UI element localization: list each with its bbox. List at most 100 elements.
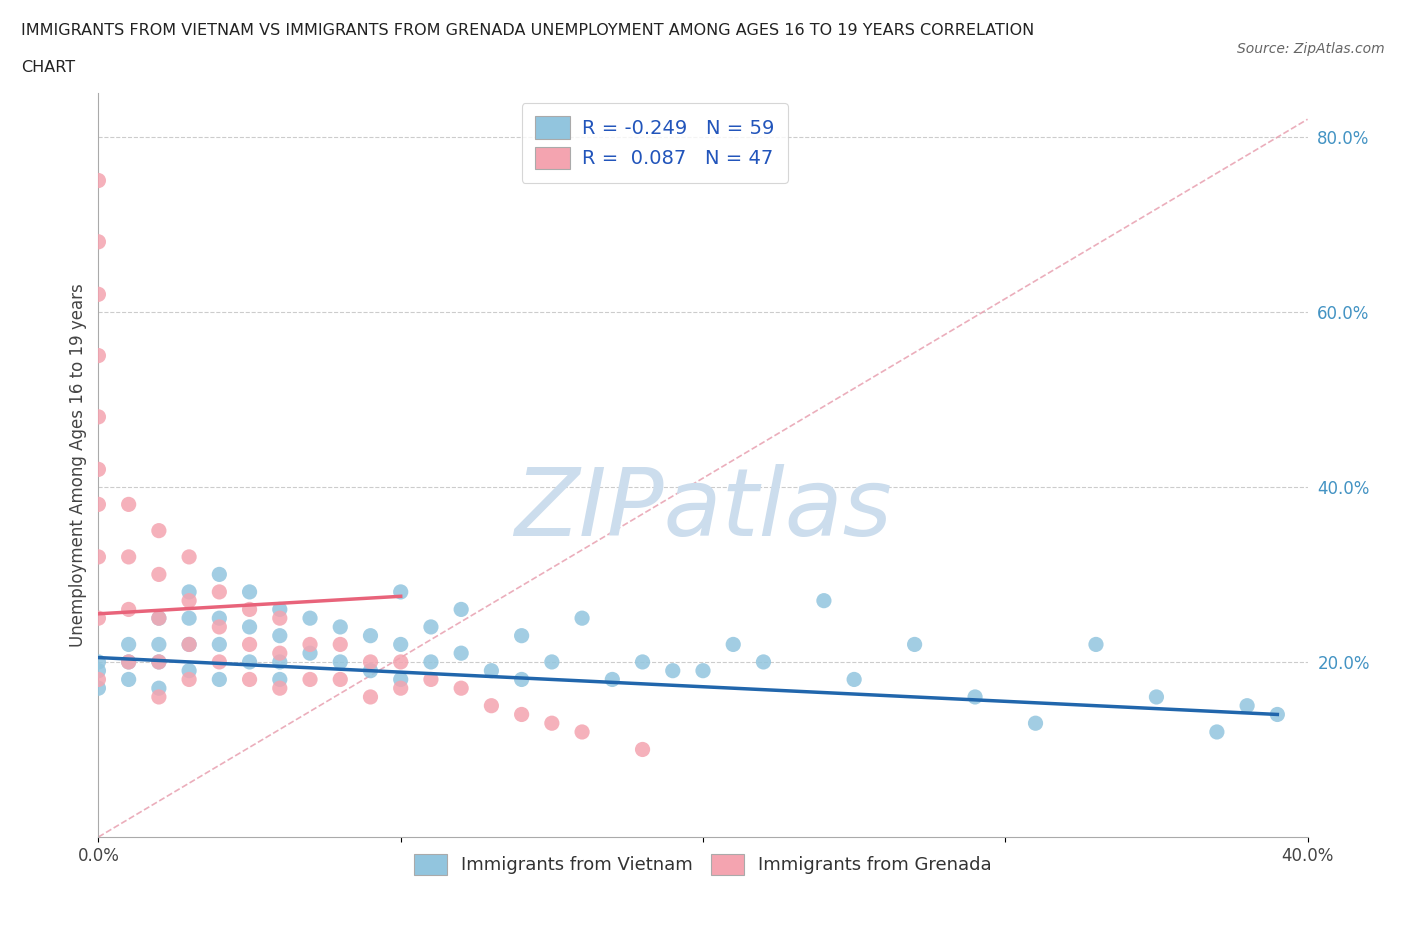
Point	[87, 173, 110, 188]
Point	[389, 584, 412, 599]
Point	[602, 672, 624, 687]
Point	[540, 716, 562, 731]
Point	[148, 611, 170, 626]
Point	[329, 672, 352, 687]
Point	[239, 655, 262, 670]
Point	[1024, 716, 1046, 731]
Point	[1206, 724, 1229, 739]
Point	[118, 637, 141, 652]
Point	[239, 672, 262, 687]
Point	[269, 681, 291, 696]
Point	[360, 655, 382, 670]
Point	[813, 593, 835, 608]
Point	[87, 234, 110, 249]
Point	[118, 672, 141, 687]
Point	[360, 629, 382, 644]
Point	[239, 602, 262, 617]
Point	[118, 655, 141, 670]
Point	[299, 672, 322, 687]
Point	[148, 567, 170, 582]
Point	[87, 611, 110, 626]
Point	[510, 707, 533, 722]
Point	[179, 637, 201, 652]
Point	[87, 286, 110, 301]
Point	[631, 655, 654, 670]
Point	[179, 663, 201, 678]
Point	[540, 655, 562, 670]
Point	[148, 524, 170, 538]
Point	[450, 645, 472, 660]
Point	[450, 602, 472, 617]
Point	[208, 655, 231, 670]
Point	[148, 689, 170, 704]
Text: IMMIGRANTS FROM VIETNAM VS IMMIGRANTS FROM GRENADA UNEMPLOYMENT AMONG AGES 16 TO: IMMIGRANTS FROM VIETNAM VS IMMIGRANTS FR…	[21, 23, 1035, 38]
Point	[1085, 637, 1108, 652]
Point	[329, 637, 352, 652]
Point	[510, 629, 533, 644]
Point	[179, 593, 201, 608]
Y-axis label: Unemployment Among Ages 16 to 19 years: Unemployment Among Ages 16 to 19 years	[69, 283, 87, 647]
Point	[329, 619, 352, 634]
Point	[420, 619, 443, 634]
Text: Source: ZipAtlas.com: Source: ZipAtlas.com	[1237, 42, 1385, 56]
Point	[148, 655, 170, 670]
Point	[389, 681, 412, 696]
Point	[179, 637, 201, 652]
Point	[87, 655, 110, 670]
Point	[118, 655, 141, 670]
Point	[148, 681, 170, 696]
Point	[299, 637, 322, 652]
Point	[87, 681, 110, 696]
Point	[1144, 689, 1167, 704]
Point	[481, 698, 503, 713]
Point	[360, 663, 382, 678]
Point	[179, 550, 201, 565]
Point	[420, 672, 443, 687]
Point	[118, 550, 141, 565]
Point	[208, 611, 231, 626]
Point	[481, 663, 503, 678]
Point	[510, 672, 533, 687]
Point	[179, 672, 201, 687]
Point	[239, 619, 262, 634]
Point	[148, 655, 170, 670]
Point	[752, 655, 775, 670]
Point	[844, 672, 866, 687]
Point	[179, 611, 201, 626]
Point	[87, 462, 110, 477]
Point	[299, 611, 322, 626]
Point	[1236, 698, 1258, 713]
Point	[208, 584, 231, 599]
Point	[389, 672, 412, 687]
Point	[87, 663, 110, 678]
Point	[965, 689, 987, 704]
Point	[269, 611, 291, 626]
Point	[87, 348, 110, 363]
Point	[87, 409, 110, 424]
Point	[269, 645, 291, 660]
Point	[631, 742, 654, 757]
Point	[148, 611, 170, 626]
Point	[269, 602, 291, 617]
Point	[360, 689, 382, 704]
Point	[208, 672, 231, 687]
Point	[450, 681, 472, 696]
Text: CHART: CHART	[21, 60, 75, 75]
Point	[239, 637, 262, 652]
Point	[299, 645, 322, 660]
Point	[118, 497, 141, 512]
Point	[661, 663, 683, 678]
Point	[208, 619, 231, 634]
Text: ZIPatlas: ZIPatlas	[515, 464, 891, 555]
Point	[87, 550, 110, 565]
Point	[329, 655, 352, 670]
Point	[1267, 707, 1289, 722]
Point	[87, 497, 110, 512]
Point	[269, 629, 291, 644]
Point	[148, 637, 170, 652]
Point	[239, 584, 262, 599]
Point	[571, 724, 593, 739]
Point	[389, 637, 412, 652]
Point	[692, 663, 714, 678]
Point	[389, 655, 412, 670]
